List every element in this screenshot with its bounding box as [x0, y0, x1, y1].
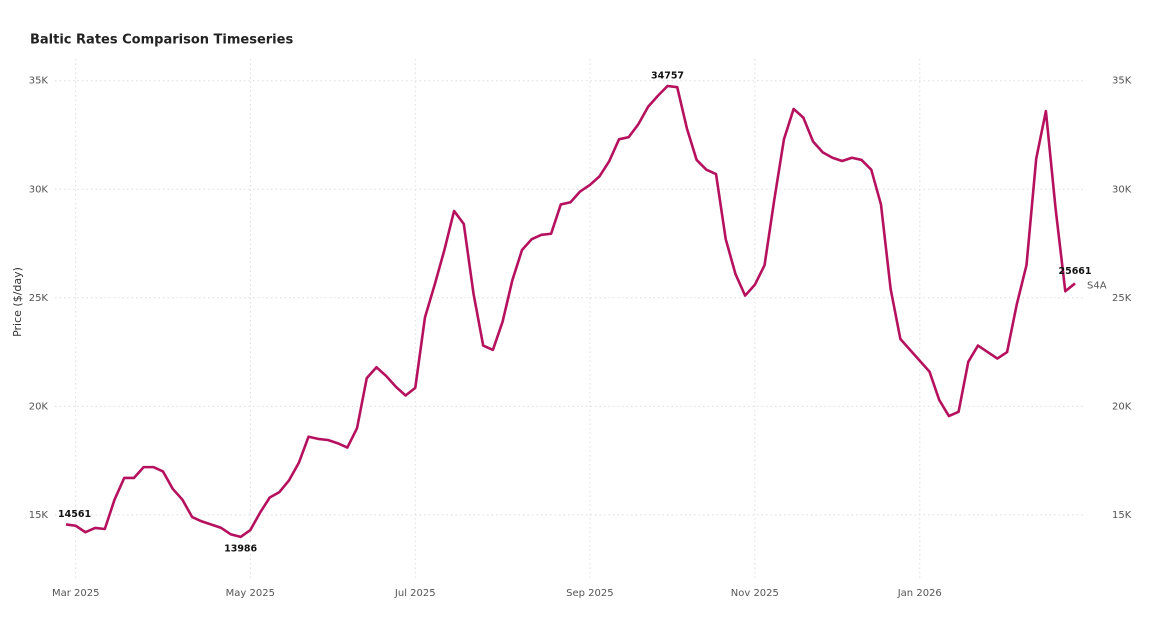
x-tick-label: May 2025: [226, 588, 275, 599]
point-label: 34757: [651, 70, 684, 81]
y2-tick-label: 15K: [1112, 510, 1132, 521]
y2-tick-label: 20K: [1112, 401, 1132, 412]
y-tick-label: 20K: [29, 401, 49, 412]
y2-tick-label: 25K: [1112, 293, 1132, 304]
chart-title: Baltic Rates Comparison Timeseries: [30, 33, 293, 48]
y-tick-label: 25K: [29, 293, 49, 304]
y-tick-label: 35K: [29, 76, 49, 87]
x-tick-label: Jan 2026: [897, 588, 942, 599]
x-tick-label: Sep 2025: [566, 588, 613, 599]
series-line: [65, 84, 1076, 539]
point-label: 13986: [224, 543, 257, 554]
y-tick-label: 15K: [29, 510, 49, 521]
y2-tick-label: 30K: [1112, 184, 1132, 195]
x-tick-label: Nov 2025: [731, 588, 779, 599]
point-label: 25661: [1058, 266, 1091, 277]
y-axis-label: Price ($/day): [11, 267, 24, 337]
series-name: S4A: [1087, 280, 1107, 291]
point-label: 14561: [58, 509, 91, 520]
x-tick-label: Jul 2025: [394, 588, 436, 599]
y2-tick-label: 35K: [1112, 76, 1132, 87]
y-tick-label: 30K: [29, 184, 49, 195]
x-tick-label: Mar 2025: [52, 588, 100, 599]
